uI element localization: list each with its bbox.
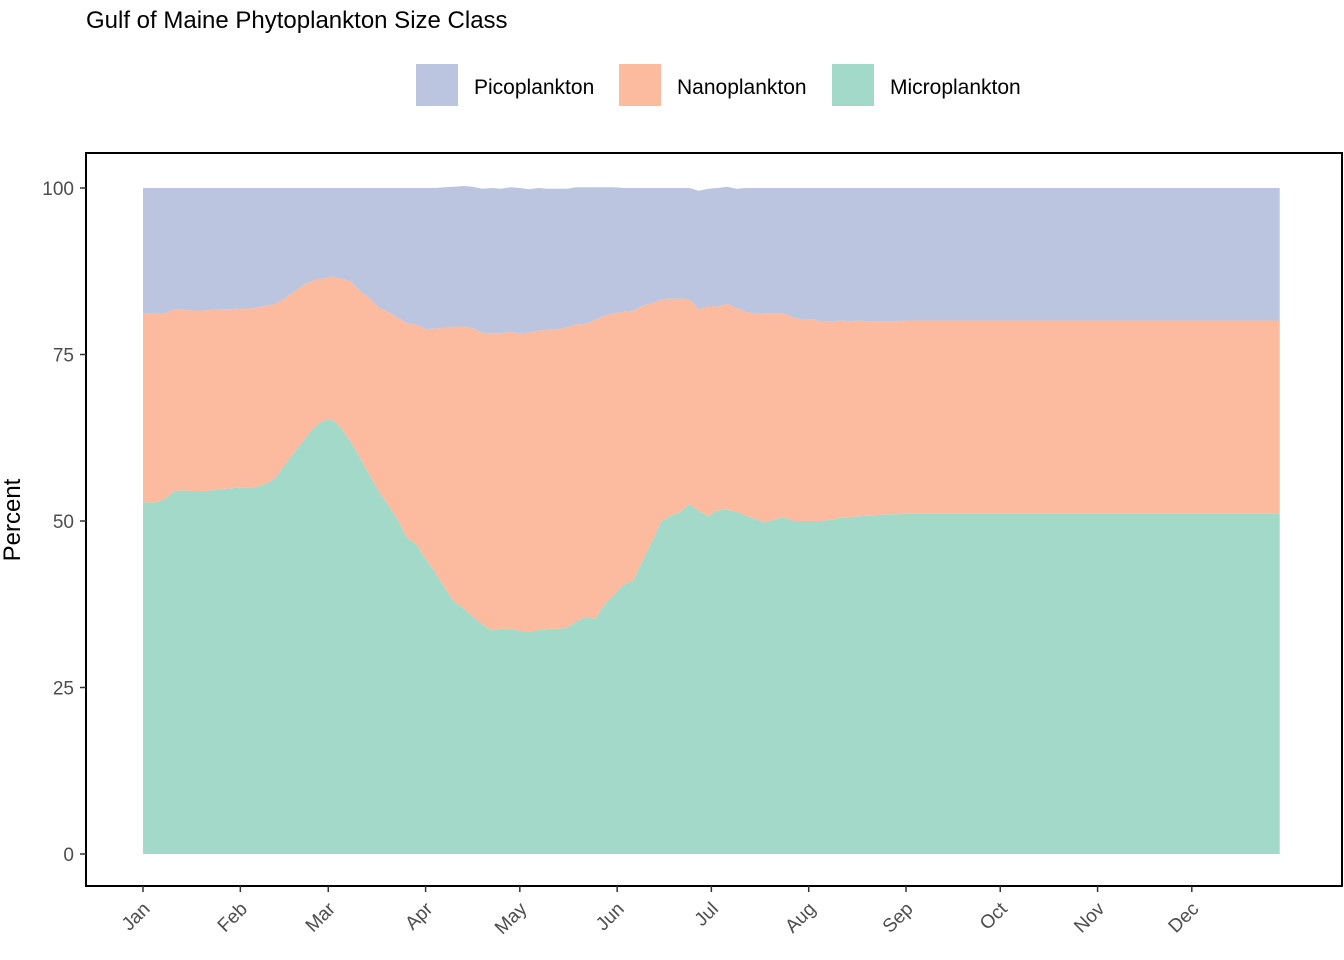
x-tick-label-feb: Feb — [214, 899, 252, 937]
x-axis: Jan Feb Mar Apr May Jun Jul Aug Sep Oct Nov Dec — [118, 886, 1203, 939]
legend-key-picoplankton — [416, 64, 458, 106]
y-tick-label: 100 — [42, 179, 74, 200]
legend-label-microplankton: Microplankton — [890, 76, 1021, 99]
legend: Picoplankton Nanoplankton Microplankton — [416, 64, 1021, 106]
y-axis: 0 25 50 75 100 — [42, 179, 86, 866]
x-tick-label-dec: Dec — [1165, 899, 1204, 938]
area-microplankton — [143, 419, 1280, 854]
x-tick-label-aug: Aug — [781, 899, 820, 938]
area-nanoplankton — [143, 276, 1280, 632]
x-tick-label-nov: Nov — [1070, 898, 1109, 937]
legend-label-picoplankton: Picoplankton — [474, 76, 594, 99]
y-tick-label: 50 — [53, 512, 74, 533]
chart-title: Gulf of Maine Phytoplankton Size Class — [86, 7, 508, 34]
y-tick-label: 25 — [53, 679, 74, 700]
x-tick-label-mar: Mar — [302, 898, 340, 936]
y-tick-label: 75 — [53, 346, 74, 367]
area-picoplankton — [143, 186, 1280, 334]
y-axis-label: Percent — [0, 478, 26, 561]
legend-key-microplankton — [832, 64, 874, 106]
x-tick-label-jun: Jun — [592, 899, 629, 936]
legend-key-nanoplankton — [619, 64, 661, 106]
y-tick-label: 0 — [63, 845, 74, 866]
x-tick-label-jan: Jan — [118, 899, 155, 936]
x-tick-label-sep: Sep — [879, 899, 918, 938]
x-tick-label-apr: Apr — [401, 898, 437, 934]
area-layers — [143, 186, 1280, 854]
x-tick-label-may: May — [491, 898, 532, 939]
x-tick-label-oct: Oct — [976, 898, 1012, 934]
legend-label-nanoplankton: Nanoplankton — [677, 76, 807, 99]
x-tick-label-jul: Jul — [691, 899, 723, 931]
